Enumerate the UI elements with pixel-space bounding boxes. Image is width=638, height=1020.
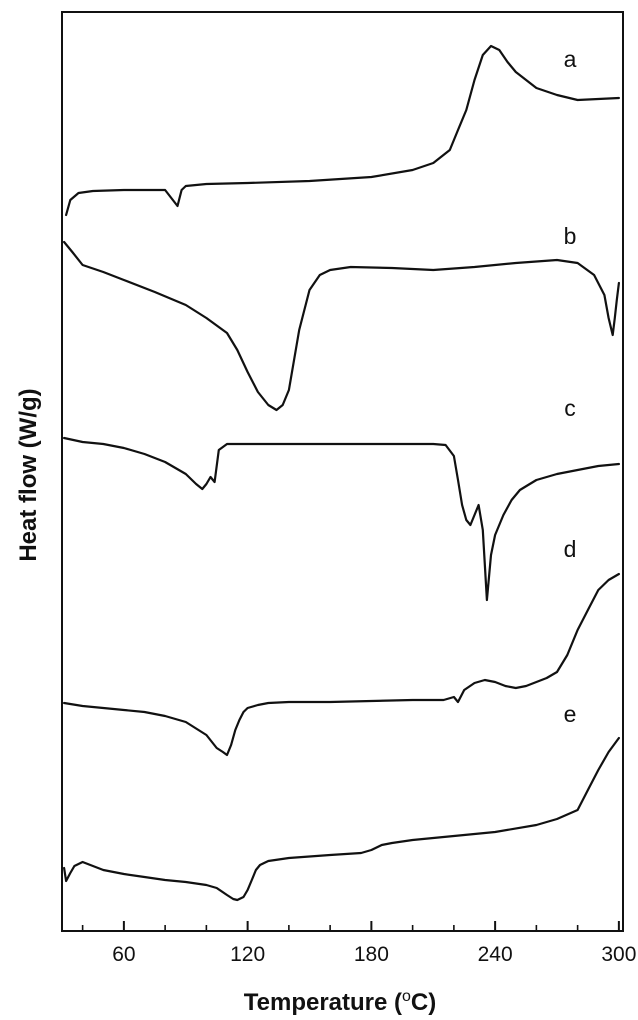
x-tick-label-240: 240 (478, 943, 513, 966)
plot-frame (61, 11, 624, 932)
x-axis-label: Temperature (oC) (244, 988, 437, 1016)
x-axis-label-sup: o (402, 988, 411, 1005)
curves-group (62, 44, 620, 902)
curve-e (62, 736, 620, 902)
x-tick-label-300: 300 (601, 943, 636, 966)
y-axis-label: Heat flow (W/g) (15, 388, 42, 561)
x-tick-labels-group: 60 120 180 240 300 (112, 943, 636, 966)
curve-label-d: d (564, 536, 577, 562)
curve-c (62, 436, 620, 602)
x-tick-label-120: 120 (230, 943, 265, 966)
x-ticks-group (81, 921, 620, 931)
x-axis-label-unit: C) (411, 989, 436, 1016)
curve-label-a: a (564, 46, 577, 72)
curve-label-b: b (564, 223, 577, 249)
curve-labels-group: a b c d e (564, 46, 577, 727)
x-axis-label-main: Temperature ( (244, 989, 402, 1016)
x-tick-label-180: 180 (354, 943, 389, 966)
x-tick-label-60: 60 (112, 943, 135, 966)
curve-label-e: e (564, 701, 577, 727)
curve-label-c: c (564, 395, 576, 421)
curve-b (62, 240, 620, 412)
curve-d (62, 572, 620, 757)
curve-a (65, 44, 620, 217)
